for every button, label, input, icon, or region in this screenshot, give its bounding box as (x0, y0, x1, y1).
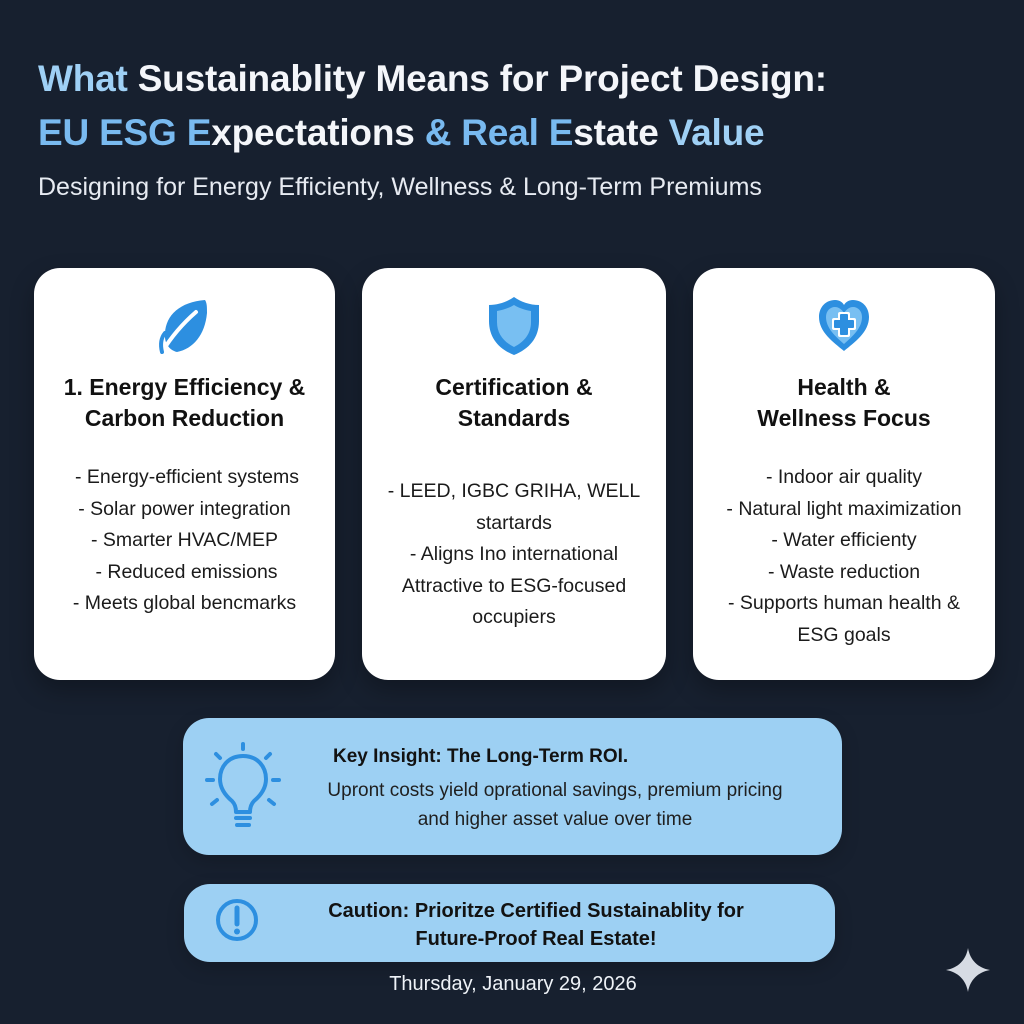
card-title-line-2: Carbon Reduction (84, 405, 285, 431)
card-title: Health & Wellness Focus (705, 372, 983, 434)
list-item: - Solar power integration (78, 497, 291, 520)
insight-title: Key Insight: The Long-Term ROI. (333, 746, 629, 767)
card-title-line-2: Standards (457, 405, 571, 431)
list-item: - Meets global bencmarks (72, 592, 297, 614)
energy-efficiency-card: 1. Energy Efficiency & Carbon Reduction … (34, 268, 335, 680)
exclamation-circle-icon (216, 899, 258, 941)
sparkle-icon (946, 948, 990, 992)
shield-icon (489, 297, 539, 355)
footer-date: Thursday, January 29, 2026 (389, 973, 637, 995)
leaf-icon (158, 300, 207, 354)
list-item: - Indoor air quality (765, 466, 923, 488)
health-wellness-card: Health & Wellness Focus - Indoor air qua… (693, 268, 995, 680)
title-part-value: Value (668, 112, 765, 153)
card-title: 1. Energy Efficiency & Carbon Reduction (46, 372, 323, 434)
card-title-line-2: Wellness Focus (757, 405, 931, 431)
title-part-eu-esg: EU ESG E (38, 112, 212, 153)
title-word-what: What (38, 58, 128, 99)
card-list: - Energy-efficient systems - Solar power… (42, 462, 327, 620)
caution-line-2: Future-Proof Real Estate! (415, 928, 657, 950)
insight-line-2: and higher asset value over time (417, 809, 693, 830)
list-item: - Aligns Ino international (409, 543, 619, 565)
card-title-line-1: Health & (797, 374, 891, 400)
list-item: - LEED, IGBC GRIHA, WELL (387, 480, 641, 502)
title-line-1: What Sustainablity Means for Project Des… (38, 52, 998, 106)
caution-text: Caution: Prioritze Certified Sustainabli… (276, 897, 796, 953)
insight-text: Upront costs yield oprational savings, p… (285, 776, 825, 834)
list-item: ESG goals (797, 623, 891, 646)
title-line-2: EU ESG Expectations & Real Estate Value (38, 106, 998, 160)
list-item: - Water efficienty (771, 529, 917, 551)
card-list: - LEED, IGBC GRIHA, WELL startards - Ali… (370, 476, 658, 634)
heart-plus-icon (819, 300, 869, 351)
list-item: - Smarter HVAC/MEP (90, 529, 279, 551)
list-item: startards (476, 511, 552, 534)
caution-callout: Caution: Prioritze Certified Sustainabli… (184, 884, 835, 962)
insight-line-1: Upront costs yield oprational savings, p… (327, 780, 783, 801)
title-part-state: state (573, 112, 669, 153)
main-title: What Sustainablity Means for Project Des… (38, 52, 998, 160)
key-insight-callout: Key Insight: The Long-Term ROI. Upront c… (183, 718, 842, 855)
lightbulb-icon (205, 742, 281, 827)
card-list: - Indoor air quality - Natural light max… (701, 462, 987, 651)
list-item: - Energy-efficient systems (75, 466, 299, 488)
list-item: - Natural light maximization (726, 497, 962, 520)
caution-line-1: Caution: Prioritze Certified Sustainabli… (328, 900, 744, 922)
title-part-real: & Real E (424, 112, 574, 153)
card-title-line-1: 1. Energy Efficiency & (63, 374, 306, 400)
list-item: Attractive to ESG-focused (401, 574, 627, 597)
certification-card: Certification & Standards - LEED, IGBC G… (362, 268, 666, 680)
list-item: - Reduced emissions (95, 560, 278, 583)
list-item: occupiers (472, 606, 556, 628)
list-item: - Waste reduction (767, 560, 921, 583)
list-item: - Supports human health & (728, 592, 960, 614)
card-title-line-1: Certification & (435, 374, 593, 400)
subtitle: Designing for Energy Efficienty, Wellnes… (38, 173, 762, 201)
card-title: Certification & Standards (374, 372, 654, 434)
title-part-expectations: xpectations (211, 112, 425, 153)
title-line-1-rest: Sustainablity Means for Project Design: (127, 58, 827, 99)
